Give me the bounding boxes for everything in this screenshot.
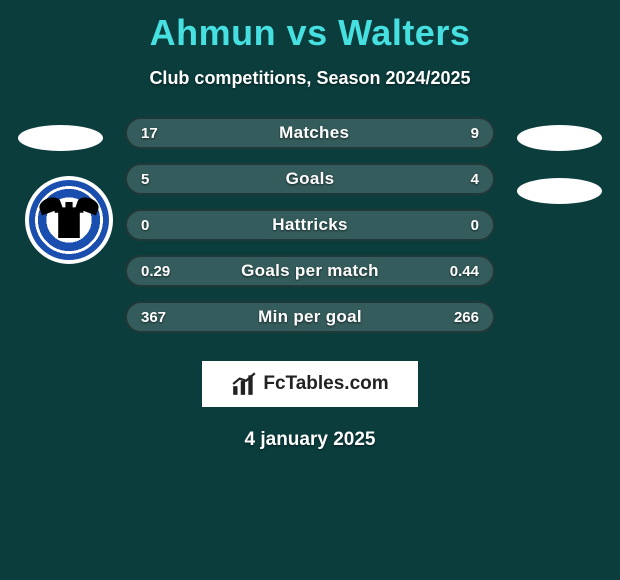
- page-title: Ahmun vs Walters: [0, 0, 620, 54]
- stat-row-matches: 17 Matches 9: [125, 117, 495, 149]
- fctables-logo[interactable]: FcTables.com: [202, 361, 418, 407]
- stat-right-value: 266: [454, 309, 479, 326]
- stat-left-value: 0: [141, 217, 149, 234]
- stat-row-goals-per-match: 0.29 Goals per match 0.44: [125, 255, 495, 287]
- subtitle: Club competitions, Season 2024/2025: [0, 68, 620, 89]
- stat-left-value: 17: [141, 125, 158, 142]
- stat-right-value: 0: [471, 217, 479, 234]
- stat-row-min-per-goal: 367 Min per goal 266: [125, 301, 495, 333]
- badge-ring: [29, 180, 109, 260]
- stat-row-goals: 5 Goals 4: [125, 163, 495, 195]
- badge-castle-icon: [51, 202, 87, 238]
- club-right-placeholder: [517, 178, 602, 204]
- stat-left-value: 367: [141, 309, 166, 326]
- stat-label: Goals: [149, 169, 470, 189]
- stat-label: Matches: [158, 123, 471, 143]
- stat-right-value: 4: [471, 171, 479, 188]
- stat-label: Min per goal: [166, 307, 454, 327]
- player-right-placeholder: [517, 125, 602, 151]
- stat-left-value: 0.29: [141, 263, 170, 280]
- club-left-badge: [25, 176, 113, 264]
- stat-right-value: 9: [471, 125, 479, 142]
- stat-row-hattricks: 0 Hattricks 0: [125, 209, 495, 241]
- stat-left-value: 5: [141, 171, 149, 188]
- player-left-placeholder: [18, 125, 103, 151]
- stat-right-value: 0.44: [450, 263, 479, 280]
- stat-label: Hattricks: [149, 215, 470, 235]
- logo-text: FcTables.com: [263, 373, 388, 395]
- date-text: 4 january 2025: [0, 429, 620, 451]
- bar-chart-icon: [231, 371, 257, 397]
- stat-label: Goals per match: [170, 261, 450, 281]
